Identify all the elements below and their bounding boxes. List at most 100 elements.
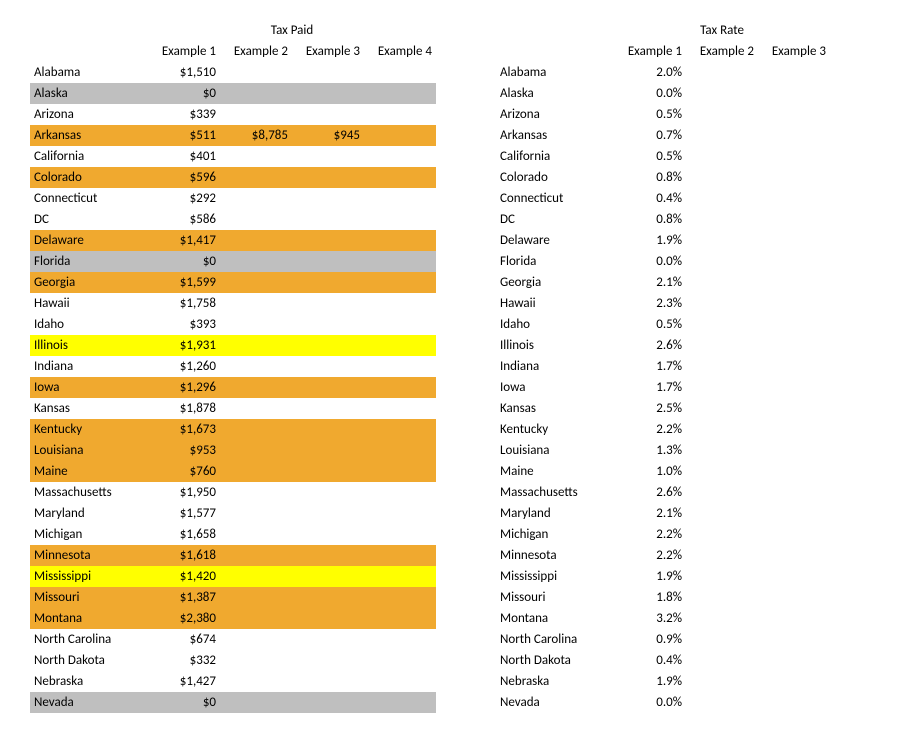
table-row: Mississippi$1,420: [30, 566, 436, 587]
value-cell: [364, 167, 436, 188]
value-cell: [292, 671, 364, 692]
value-cell: 2.1%: [614, 272, 686, 293]
value-cell: [686, 692, 758, 713]
state-cell: Georgia: [496, 272, 614, 293]
state-cell: Mississippi: [30, 566, 148, 587]
tax-rate-table: Tax Rate Example 1Example 2Example 3 Ala…: [496, 20, 830, 713]
value-cell: [758, 356, 830, 377]
state-cell: Massachusetts: [496, 482, 614, 503]
column-header: Example 2: [686, 41, 758, 62]
value-cell: [758, 692, 830, 713]
value-cell: [686, 440, 758, 461]
tax-paid-title: Tax Paid: [148, 20, 436, 41]
value-cell: [686, 377, 758, 398]
value-cell: [220, 692, 292, 713]
state-cell: Iowa: [30, 377, 148, 398]
value-cell: $953: [148, 440, 220, 461]
value-cell: $1,577: [148, 503, 220, 524]
value-cell: [220, 482, 292, 503]
table-row: Minnesota$1,618: [30, 545, 436, 566]
value-cell: [364, 104, 436, 125]
state-cell: Maryland: [496, 503, 614, 524]
value-cell: 1.0%: [614, 461, 686, 482]
table-row: DC$586: [30, 209, 436, 230]
table-row: Missouri$1,387: [30, 587, 436, 608]
state-cell: Minnesota: [30, 545, 148, 566]
value-cell: [758, 251, 830, 272]
value-cell: $760: [148, 461, 220, 482]
value-cell: [220, 314, 292, 335]
value-cell: [220, 398, 292, 419]
value-cell: $1,599: [148, 272, 220, 293]
value-cell: $674: [148, 629, 220, 650]
value-cell: 1.9%: [614, 230, 686, 251]
value-cell: [292, 314, 364, 335]
column-header: Example 1: [148, 41, 220, 62]
table-row: Kansas$1,878: [30, 398, 436, 419]
table-row: Louisiana$953: [30, 440, 436, 461]
table-row: Montana$2,380: [30, 608, 436, 629]
table-row: North Carolina0.9%: [496, 629, 830, 650]
value-cell: 0.4%: [614, 188, 686, 209]
value-cell: [758, 503, 830, 524]
value-cell: [220, 608, 292, 629]
state-cell: Hawaii: [496, 293, 614, 314]
table-row: Nevada0.0%: [496, 692, 830, 713]
value-cell: $1,427: [148, 671, 220, 692]
value-cell: [292, 188, 364, 209]
state-cell: Georgia: [30, 272, 148, 293]
value-cell: 0.4%: [614, 650, 686, 671]
value-cell: [686, 608, 758, 629]
table-row: Montana3.2%: [496, 608, 830, 629]
value-cell: [292, 62, 364, 83]
table-row: Louisiana1.3%: [496, 440, 830, 461]
table-row: Alaska0.0%: [496, 83, 830, 104]
value-cell: 0.8%: [614, 209, 686, 230]
table-row: North Carolina$674: [30, 629, 436, 650]
value-cell: 0.7%: [614, 125, 686, 146]
value-cell: [758, 650, 830, 671]
value-cell: [292, 209, 364, 230]
table-row: Colorado0.8%: [496, 167, 830, 188]
value-cell: [758, 272, 830, 293]
value-cell: 2.5%: [614, 398, 686, 419]
state-cell: California: [30, 146, 148, 167]
value-cell: [364, 314, 436, 335]
value-cell: [220, 545, 292, 566]
value-cell: [364, 146, 436, 167]
value-cell: [292, 377, 364, 398]
table-row: Maine$760: [30, 461, 436, 482]
value-cell: [364, 419, 436, 440]
value-cell: [292, 146, 364, 167]
value-cell: [686, 230, 758, 251]
state-cell: California: [496, 146, 614, 167]
value-cell: [220, 650, 292, 671]
column-header: Example 3: [758, 41, 830, 62]
value-cell: [364, 608, 436, 629]
state-cell: Nebraska: [496, 671, 614, 692]
table-row: Colorado$596: [30, 167, 436, 188]
table-row: Kansas2.5%: [496, 398, 830, 419]
value-cell: [364, 650, 436, 671]
value-cell: [364, 251, 436, 272]
value-cell: [758, 209, 830, 230]
value-cell: [364, 671, 436, 692]
table-row: Arizona$339: [30, 104, 436, 125]
state-cell: Illinois: [496, 335, 614, 356]
value-cell: [686, 83, 758, 104]
value-cell: [292, 167, 364, 188]
value-cell: [292, 104, 364, 125]
state-cell: Maine: [496, 461, 614, 482]
value-cell: [758, 398, 830, 419]
value-cell: [292, 419, 364, 440]
value-cell: [686, 524, 758, 545]
value-cell: [686, 461, 758, 482]
value-cell: [758, 62, 830, 83]
value-cell: $393: [148, 314, 220, 335]
value-cell: [364, 503, 436, 524]
table-row: Alaska$0: [30, 83, 436, 104]
state-cell: Illinois: [30, 335, 148, 356]
state-cell: Louisiana: [30, 440, 148, 461]
state-cell: Minnesota: [496, 545, 614, 566]
value-cell: 1.3%: [614, 440, 686, 461]
